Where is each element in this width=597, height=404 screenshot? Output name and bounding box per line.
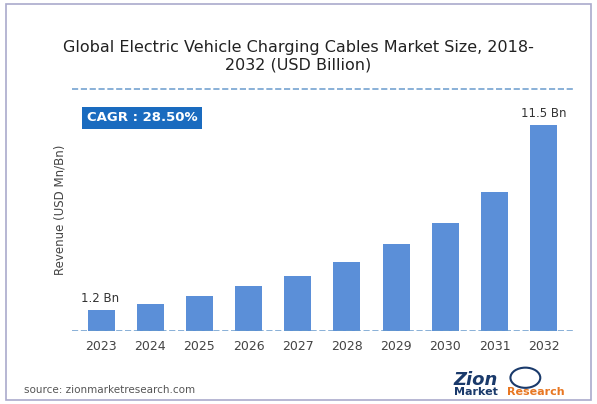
Bar — [383, 244, 410, 331]
Text: Research: Research — [507, 387, 565, 397]
Y-axis label: Revenue (USD Mn/Bn): Revenue (USD Mn/Bn) — [53, 145, 66, 275]
Bar — [530, 125, 557, 331]
Bar — [432, 223, 459, 331]
Text: Market: Market — [454, 387, 497, 397]
Text: 11.5 Bn: 11.5 Bn — [521, 107, 567, 120]
Text: Zion: Zion — [454, 371, 498, 389]
Bar — [334, 262, 361, 331]
Bar — [284, 276, 311, 331]
Text: 1.2 Bn: 1.2 Bn — [81, 292, 119, 305]
Text: CAGR : 28.50%: CAGR : 28.50% — [87, 112, 198, 124]
Text: Global Electric Vehicle Charging Cables Market Size, 2018-
2032 (USD Billion): Global Electric Vehicle Charging Cables … — [63, 40, 534, 73]
Bar — [481, 192, 508, 331]
Bar — [186, 296, 213, 331]
Bar — [235, 286, 262, 331]
Bar — [88, 310, 115, 331]
Bar — [137, 304, 164, 331]
Text: source: zionmarketresearch.com: source: zionmarketresearch.com — [24, 385, 195, 395]
